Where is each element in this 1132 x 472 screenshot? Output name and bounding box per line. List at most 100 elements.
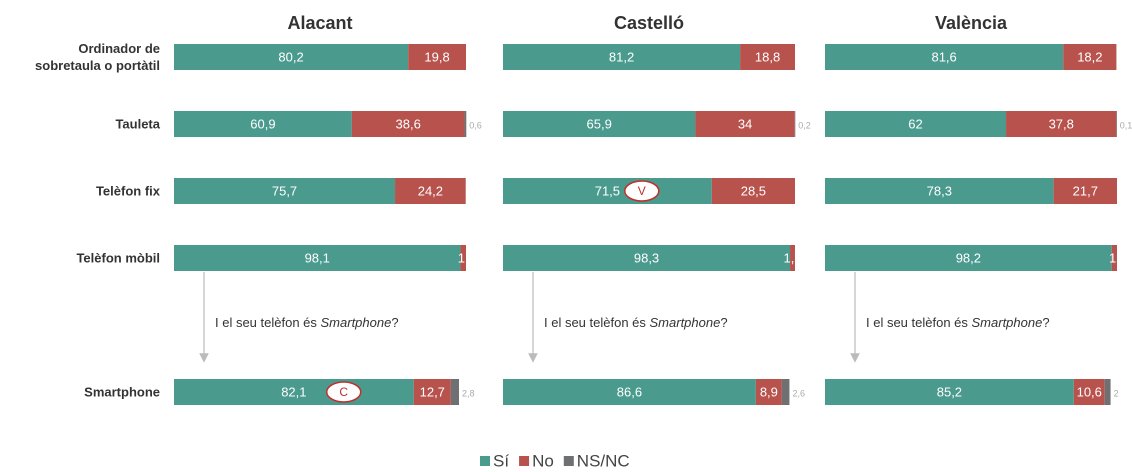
question-part: Smartphone xyxy=(972,315,1043,330)
bar-segment xyxy=(1111,245,1117,271)
value-label: 8,9 xyxy=(760,384,778,399)
legend-swatch xyxy=(519,456,530,466)
bar-segment xyxy=(794,111,796,137)
annotation: V xyxy=(638,184,646,198)
value-label: 1,7 xyxy=(783,250,801,265)
bar-segment xyxy=(503,245,791,271)
category-label: Tauleta xyxy=(115,116,160,132)
value-label: 0,2 xyxy=(798,120,811,130)
bar-segment xyxy=(740,44,795,70)
category-label: Ordinador de sobretaula o portàtil xyxy=(35,41,160,73)
bar-segment xyxy=(464,111,467,137)
value-label: 81,6 xyxy=(931,49,956,64)
bar-segment xyxy=(503,178,712,204)
value-label: 98,2 xyxy=(956,250,981,265)
bar-segment xyxy=(408,44,466,70)
value-label: 38,6 xyxy=(396,116,421,131)
value-label: 18,2 xyxy=(1077,49,1102,64)
bar-segment xyxy=(174,245,461,271)
question: I el seu telèfon és Smartphone? xyxy=(544,315,728,330)
question-part: ? xyxy=(1042,315,1049,330)
value-label: 65,9 xyxy=(587,116,612,131)
value-label: 86,6 xyxy=(617,384,642,399)
legend-swatch xyxy=(563,456,574,466)
annotation: C xyxy=(339,385,348,399)
annotation-circle xyxy=(325,381,362,403)
bar-segment xyxy=(174,379,414,405)
value-label: 21,7 xyxy=(1073,183,1098,198)
value-label: 19,8 xyxy=(424,49,449,64)
category-label: Telèfon fix xyxy=(95,183,160,199)
bar-segment xyxy=(711,178,795,204)
bar-segment xyxy=(695,111,795,137)
category-label: Telèfon mòbil xyxy=(76,250,160,266)
question: I el seu telèfon és Smartphone? xyxy=(215,315,399,330)
annotation-circle xyxy=(624,180,660,202)
question-part: I el seu telèfon és xyxy=(544,315,650,330)
value-label: 60,9 xyxy=(250,116,275,131)
value-label: 12,7 xyxy=(420,384,445,399)
value-label: 2,8 xyxy=(462,388,475,398)
value-label: 98,3 xyxy=(634,250,659,265)
value-label: 82,1 xyxy=(281,384,306,399)
value-label: 0,6 xyxy=(469,120,482,130)
bar-segment xyxy=(825,44,1064,70)
bar-segment xyxy=(1063,44,1117,70)
bar-segment xyxy=(503,379,756,405)
bar-segment xyxy=(1006,111,1117,137)
legend-swatch xyxy=(480,456,490,466)
bar-segment xyxy=(1073,379,1105,405)
value-label: 71,5 xyxy=(595,183,620,198)
value-label: 2 xyxy=(1114,388,1119,398)
value-label: 1, xyxy=(458,250,469,265)
question: I el seu telèfon és Smartphone? xyxy=(866,315,1050,330)
bar-segment xyxy=(1104,379,1111,405)
value-label: 78,3 xyxy=(927,183,952,198)
question-part: Smartphone xyxy=(650,315,721,330)
bar-segment xyxy=(450,379,459,405)
bar-segment xyxy=(351,111,465,137)
bar-segment xyxy=(503,111,696,137)
value-label: 80,2 xyxy=(278,49,303,64)
bar-segment xyxy=(460,245,466,271)
value-label: 10,6 xyxy=(1077,384,1102,399)
value-label: 28,5 xyxy=(741,183,766,198)
value-label: 81,2 xyxy=(609,49,634,64)
bar-segment xyxy=(395,178,466,204)
bar-segment xyxy=(174,44,409,70)
value-label: 62 xyxy=(908,116,922,131)
value-label: 0,1 xyxy=(1120,120,1132,130)
bar-segment xyxy=(174,111,352,137)
question-part: I el seu telèfon és xyxy=(866,315,972,330)
bar-segment xyxy=(825,178,1054,204)
legend-label: No xyxy=(532,451,554,470)
question-part: Smartphone xyxy=(321,315,392,330)
bar-segment xyxy=(755,379,782,405)
value-label: 2,6 xyxy=(792,388,805,398)
legend-label: NS/NC xyxy=(577,451,630,470)
category-label: Smartphone xyxy=(84,384,160,400)
panel-title: Alacant xyxy=(287,13,352,33)
value-label: 1, xyxy=(1109,250,1120,265)
value-label: 98,1 xyxy=(305,250,330,265)
bar-segment xyxy=(174,178,396,204)
bar-segment xyxy=(790,245,795,271)
bar-segment xyxy=(825,245,1112,271)
legend-label: Sí xyxy=(493,451,509,470)
question-part: ? xyxy=(391,315,398,330)
value-label: 24,2 xyxy=(418,183,443,198)
bar-segment xyxy=(413,379,451,405)
question-part: ? xyxy=(720,315,727,330)
value-label: 37,8 xyxy=(1049,116,1074,131)
bar-segment xyxy=(825,111,1007,137)
bar-segment xyxy=(1053,178,1117,204)
value-label: 75,7 xyxy=(272,183,297,198)
question-part: I el seu telèfon és xyxy=(215,315,321,330)
bar-segment xyxy=(503,44,741,70)
panel-title: València xyxy=(935,13,1008,33)
value-label: 85,2 xyxy=(937,384,962,399)
panel-title: Castelló xyxy=(614,13,684,33)
bar-segment xyxy=(781,379,790,405)
